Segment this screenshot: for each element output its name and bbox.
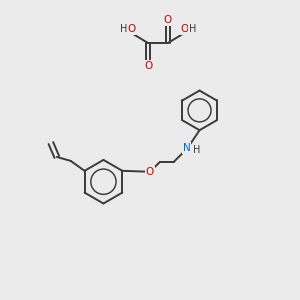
Text: O: O xyxy=(164,15,172,25)
Text: O: O xyxy=(146,167,154,177)
Text: N: N xyxy=(183,143,190,153)
Text: H: H xyxy=(189,24,196,34)
Text: H: H xyxy=(120,24,127,34)
Text: O: O xyxy=(181,24,189,34)
Text: H: H xyxy=(193,145,200,155)
Text: O: O xyxy=(144,61,152,71)
Text: O: O xyxy=(127,24,135,34)
